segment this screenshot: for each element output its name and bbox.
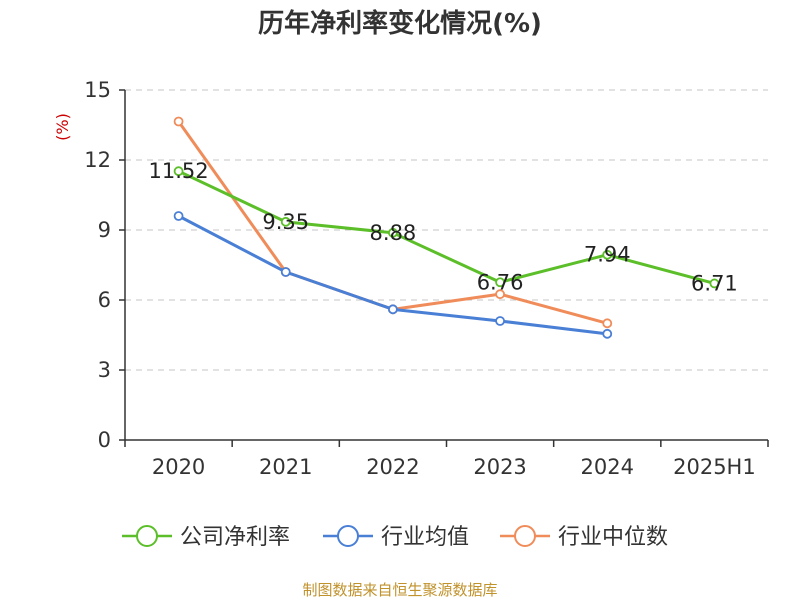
y-tick-label: 15 xyxy=(84,78,111,102)
legend-item[interactable]: 行业均值 xyxy=(323,525,469,550)
data-point xyxy=(388,304,398,315)
data-point xyxy=(602,328,613,339)
data-point xyxy=(602,249,613,260)
x-tick-label: 2025H1 xyxy=(673,455,756,479)
data-point xyxy=(173,211,184,221)
data-point xyxy=(280,216,291,227)
series-line xyxy=(177,169,715,285)
data-label: 8.88 xyxy=(370,221,417,245)
y-tick-label: 12 xyxy=(84,148,111,172)
data-point xyxy=(173,116,184,127)
data-point xyxy=(495,277,505,288)
legend-item[interactable]: 行业中位数 xyxy=(500,525,668,550)
data-point xyxy=(388,227,398,238)
grid-lines xyxy=(125,89,768,371)
legend-label: 行业均值 xyxy=(381,525,469,550)
legend[interactable]: 公司净利率 行业均值 行业中位数 xyxy=(122,525,668,550)
source-note: 制图数据来自恒生聚源数据库 xyxy=(302,581,497,599)
data-label: 6.71 xyxy=(691,271,738,295)
legend-label: 行业中位数 xyxy=(558,525,668,550)
y-tick-label: 6 xyxy=(98,288,111,312)
data-point xyxy=(280,267,291,277)
x-tick-label: 2021 xyxy=(259,455,312,479)
legend-marker xyxy=(337,525,359,547)
legend-item[interactable]: 公司净利率 xyxy=(122,525,290,550)
y-tick-label: 9 xyxy=(98,218,111,242)
axes: 0 3 6 9 12 15 2020 2021 2022 2023 2024 2025H1 xyxy=(84,78,769,479)
y-axis-label: (%) xyxy=(53,113,72,141)
legend-marker xyxy=(514,525,536,547)
chart-title: 历年净利率变化情况(%) xyxy=(258,8,542,39)
data-label: 11.52 xyxy=(149,159,209,183)
data-point xyxy=(495,316,505,326)
data-label: 6.76 xyxy=(477,270,524,294)
series-lines xyxy=(173,116,720,339)
data-point xyxy=(173,166,184,177)
legend-label: 公司净利率 xyxy=(180,525,290,550)
y-tick-label: 3 xyxy=(98,358,111,382)
y-tick-label: 0 xyxy=(98,428,111,452)
data-label: 9.35 xyxy=(262,210,309,234)
data-labels: 11.52 9.35 8.88 6.76 7.94 6.71 xyxy=(149,159,738,295)
x-tick-label: 2024 xyxy=(581,455,634,479)
data-point xyxy=(495,289,505,300)
x-tick-label: 2023 xyxy=(473,455,526,479)
data-label: 7.94 xyxy=(584,243,631,267)
data-point xyxy=(602,318,613,329)
x-tick-label: 2020 xyxy=(152,455,205,479)
legend-marker xyxy=(136,525,158,547)
x-tick-label: 2022 xyxy=(366,455,419,479)
data-point xyxy=(709,278,720,289)
